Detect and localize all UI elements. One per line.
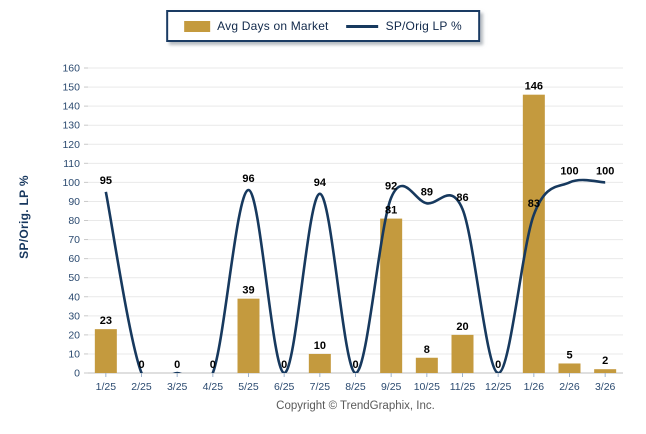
bar-value-label: 0 bbox=[281, 359, 287, 371]
x-tick-label: 5/25 bbox=[238, 381, 259, 393]
bar-value-label: 146 bbox=[525, 81, 543, 93]
x-tick-label: 3/25 bbox=[167, 381, 188, 393]
y-tick-label: 30 bbox=[68, 310, 80, 322]
line-value-label: 100 bbox=[596, 165, 614, 177]
bar-value-label: 5 bbox=[566, 349, 572, 361]
x-tick-label: 4/25 bbox=[203, 381, 224, 393]
y-tick-label: 90 bbox=[68, 196, 80, 208]
bar-value-label: 2 bbox=[602, 355, 608, 367]
bar bbox=[558, 363, 581, 373]
x-tick-label: 7/25 bbox=[310, 381, 331, 393]
x-tick-label: 2/26 bbox=[559, 381, 580, 393]
bar bbox=[94, 329, 117, 373]
legend-bar-label: Avg Days on Market bbox=[217, 19, 329, 33]
bar-value-label: 0 bbox=[138, 359, 144, 371]
y-tick-label: 50 bbox=[68, 272, 80, 284]
bar-swatch-icon bbox=[184, 20, 211, 32]
line-value-label: 96 bbox=[242, 173, 254, 185]
x-tick-label: 6/25 bbox=[274, 381, 295, 393]
bar bbox=[380, 218, 403, 373]
x-tick-label: 12/25 bbox=[485, 381, 511, 393]
x-tick-label: 11/25 bbox=[450, 381, 476, 393]
y-tick-label: 10 bbox=[68, 348, 80, 360]
bar bbox=[451, 334, 474, 373]
copyright-text: Copyright © TrendGraphix, Inc. bbox=[276, 400, 435, 412]
y-tick-label: 20 bbox=[68, 329, 80, 341]
bar-value-label: 39 bbox=[242, 285, 254, 297]
bar-value-label: 0 bbox=[210, 359, 216, 371]
y-tick-label: 40 bbox=[68, 291, 80, 303]
line-value-label: 94 bbox=[314, 177, 327, 189]
bar-value-label: 10 bbox=[314, 340, 326, 352]
bar-value-label: 8 bbox=[424, 344, 430, 356]
legend-line-label: SP/Orig LP % bbox=[385, 19, 462, 33]
y-axis-title: SP/Orig. LP % bbox=[17, 175, 31, 259]
y-tick-label: 120 bbox=[62, 139, 80, 151]
y-tick-label: 140 bbox=[62, 101, 80, 113]
bar-value-label: 20 bbox=[456, 321, 468, 333]
y-tick-label: 150 bbox=[62, 82, 80, 94]
line-value-label: 100 bbox=[560, 165, 578, 177]
bar-value-label: 0 bbox=[174, 359, 180, 371]
line-path bbox=[104, 178, 606, 373]
line-value-label: 89 bbox=[421, 186, 433, 198]
y-tick-label: 70 bbox=[68, 234, 80, 246]
x-tick-label: 2/25 bbox=[131, 381, 152, 393]
legend-item-line: SP/Orig LP % bbox=[346, 19, 462, 33]
line-value-label: 86 bbox=[456, 192, 468, 204]
line-value-label: 83 bbox=[528, 198, 540, 210]
y-tick-label: 60 bbox=[68, 253, 80, 265]
bar-value-label: 23 bbox=[100, 315, 112, 327]
x-tick-label: 1/25 bbox=[96, 381, 117, 393]
y-tick-label: 80 bbox=[68, 215, 80, 227]
line-value-label: 95 bbox=[100, 175, 112, 187]
x-tick-label: 8/25 bbox=[345, 381, 366, 393]
x-tick-label: 1/26 bbox=[524, 381, 545, 393]
bar bbox=[308, 353, 331, 373]
line-swatch-icon bbox=[346, 24, 379, 28]
x-tick-label: 9/25 bbox=[381, 381, 402, 393]
bar bbox=[522, 94, 545, 373]
x-tick-label: 10/25 bbox=[414, 381, 440, 393]
bar-value-label: 81 bbox=[385, 205, 397, 217]
y-tick-label: 100 bbox=[62, 177, 80, 189]
bar-value-label: 0 bbox=[352, 359, 358, 371]
bar-value-label: 0 bbox=[495, 359, 501, 371]
x-tick-label: 3/26 bbox=[595, 381, 616, 393]
legend-item-bar: Avg Days on Market bbox=[184, 19, 328, 33]
chart-legend: Avg Days on Market SP/Orig LP % bbox=[166, 10, 480, 42]
bar bbox=[594, 369, 617, 373]
y-tick-label: 160 bbox=[62, 63, 80, 75]
y-tick-label: 0 bbox=[74, 368, 80, 380]
line-value-label: 92 bbox=[385, 181, 397, 193]
y-tick-label: 130 bbox=[62, 120, 80, 132]
bar bbox=[415, 357, 438, 373]
bar bbox=[237, 298, 260, 373]
y-tick-label: 110 bbox=[63, 158, 80, 170]
